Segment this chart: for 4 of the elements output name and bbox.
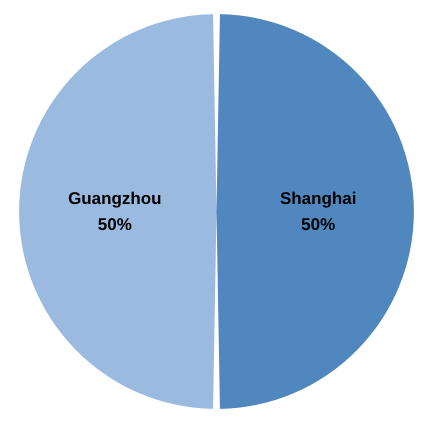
slice-label: Guangzhou: [68, 189, 162, 208]
data-label: 50%: [301, 215, 336, 234]
data-label: 50%: [98, 215, 132, 234]
slice-label: Shanghai: [280, 189, 356, 208]
